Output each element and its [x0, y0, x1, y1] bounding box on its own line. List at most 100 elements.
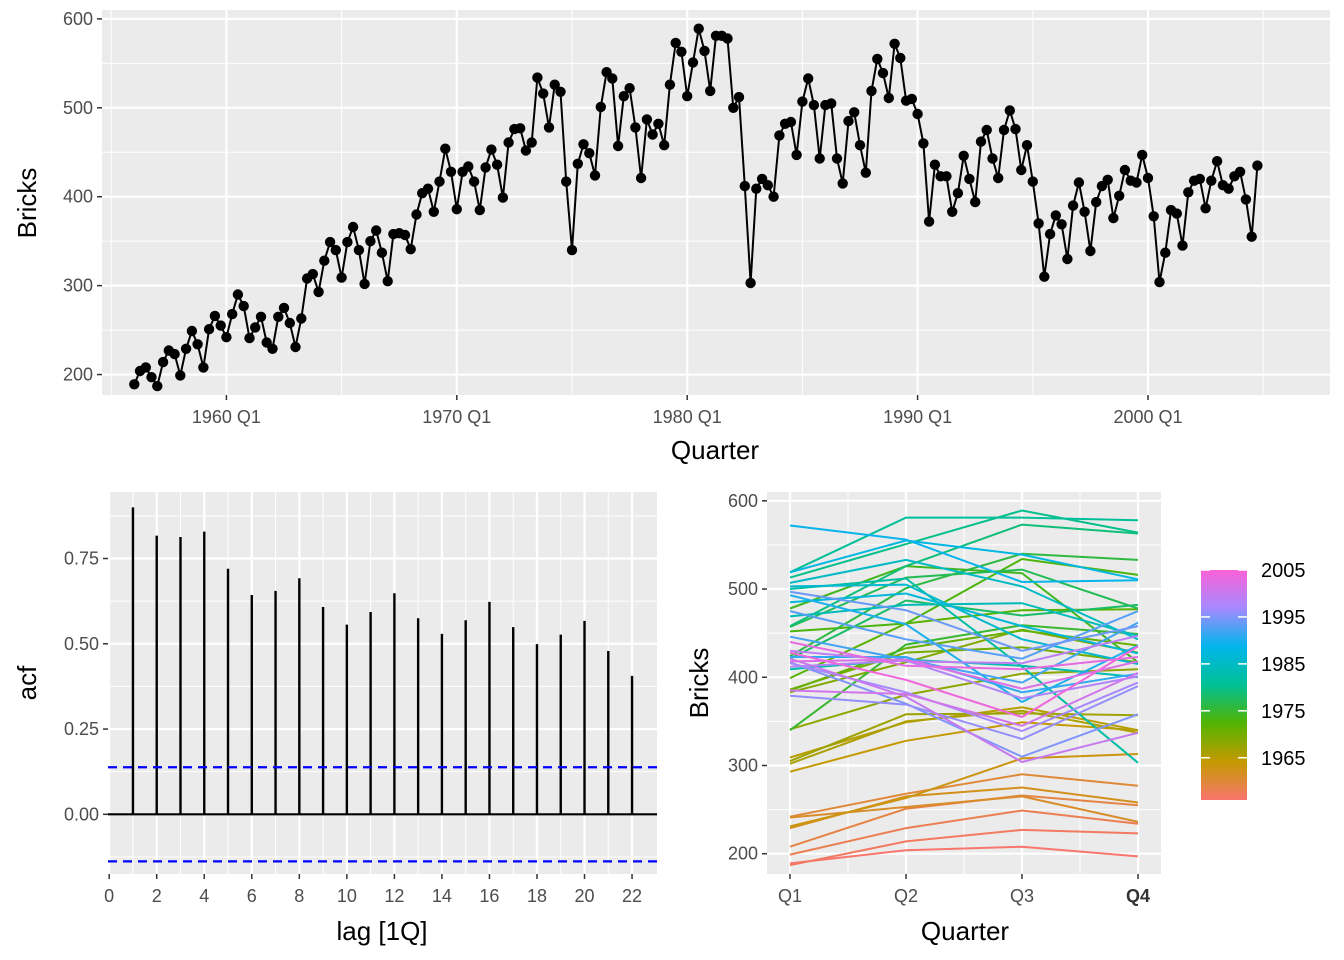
top-x-axis-label: Quarter [671, 435, 759, 465]
data-point [733, 91, 745, 103]
acf-y-axis: 0.00 0.25 0.50 0.75 [64, 549, 108, 824]
acf-x-tick-label: 6 [247, 886, 257, 906]
data-point [1246, 231, 1257, 242]
seasonal-year-line [789, 509, 1139, 579]
acf-x-tick-label: 14 [432, 886, 452, 906]
data-point [1073, 177, 1085, 188]
data-point [1027, 176, 1039, 187]
seasonal-x-tick-label: Q1 [778, 886, 802, 906]
data-point [964, 173, 975, 185]
data-point [906, 93, 917, 105]
top-x-tick-label: 1960 Q1 [192, 407, 261, 427]
data-point [872, 53, 883, 65]
data-point [952, 188, 964, 199]
data-point [883, 92, 894, 104]
data-point [929, 159, 941, 170]
acf-y-tick-label: 0.25 [64, 719, 99, 739]
data-point [849, 107, 860, 118]
data-point [1142, 172, 1154, 184]
top-y-axis-label: Bricks [12, 168, 42, 239]
data-point [284, 317, 295, 329]
data-point [526, 137, 537, 148]
data-point [543, 122, 555, 133]
data-point [641, 114, 653, 125]
data-point [566, 244, 578, 256]
data-point [186, 325, 198, 337]
data-point [1010, 123, 1021, 135]
seasonal-year-line [789, 592, 1139, 655]
top-plot-panel [102, 10, 1330, 395]
legend-label: 1985 [1261, 654, 1306, 676]
data-point [860, 167, 871, 178]
data-point [411, 209, 422, 220]
data-point [1079, 206, 1090, 217]
top-x-tick-label: 1980 Q1 [653, 407, 722, 427]
data-point [762, 180, 773, 191]
seasonal-year-line [789, 610, 1139, 660]
acf-x-axis-label: lag [1Q] [336, 916, 427, 946]
data-point [676, 46, 687, 57]
seasonal-year-line [789, 645, 1139, 719]
data-point [503, 137, 514, 148]
data-point [215, 320, 226, 331]
data-point [474, 204, 485, 216]
data-point [169, 348, 180, 360]
data-point [1004, 105, 1015, 116]
data-point [486, 144, 497, 155]
acf-x-tick-label: 10 [337, 886, 357, 906]
top-x-tick-label: 1990 Q1 [883, 407, 952, 427]
data-point [445, 166, 457, 177]
data-point [814, 153, 825, 164]
legend-label: 1965 [1261, 748, 1306, 770]
seasonal-year-line [789, 524, 1139, 584]
data-point [440, 143, 451, 154]
data-point [1131, 177, 1142, 188]
data-point [584, 148, 595, 159]
data-point [555, 86, 566, 98]
seasonal-y-tick-label: 300 [728, 755, 758, 775]
data-point [693, 23, 704, 34]
data-point [549, 79, 560, 90]
data-point [1062, 253, 1073, 265]
seasonal-year-line [789, 659, 1139, 700]
legend-label: 1995 [1261, 607, 1306, 629]
legend-label: 1975 [1261, 701, 1306, 723]
data-point [180, 343, 192, 354]
seasonal-x-tick-label: Q2 [894, 886, 918, 906]
data-point [687, 57, 699, 68]
legend-colorbar [1201, 570, 1247, 800]
data-point [267, 343, 278, 354]
data-point [843, 115, 854, 127]
acf-y-tick-label: 0.50 [64, 634, 99, 654]
seasonal-year-line [789, 634, 1139, 665]
data-point [175, 370, 186, 381]
seasonal-year-line [789, 753, 1139, 828]
seasonal-y-axis-label: Bricks [684, 648, 714, 719]
data-point [209, 310, 221, 322]
data-point [947, 206, 958, 217]
data-point [250, 322, 261, 333]
data-point [918, 138, 929, 149]
acf-x-tick-label: 16 [479, 886, 499, 906]
acf-x-tick-label: 18 [527, 886, 547, 906]
top-y-tick-label: 200 [63, 365, 93, 385]
data-point [1056, 219, 1067, 230]
data-point [428, 206, 439, 217]
data-point [1108, 212, 1119, 224]
data-point [399, 229, 411, 241]
data-point [1154, 276, 1165, 288]
data-point [981, 124, 992, 136]
data-point [192, 339, 203, 350]
data-point [129, 379, 140, 390]
data-point [618, 91, 629, 102]
data-point [993, 172, 1004, 184]
data-point [1223, 183, 1234, 194]
acf-plot: 0.00 0.25 0.50 0.75 0 2 4 6 8 10 12 14 16 18 20 22 lag… [12, 492, 657, 946]
acf-x-tick-label: 2 [152, 886, 162, 906]
data-point [1050, 210, 1062, 221]
acf-x-tick-label: 20 [574, 886, 594, 906]
data-point [837, 178, 848, 189]
seasonal-lines [789, 509, 1139, 867]
data-point [1044, 228, 1056, 240]
data-point [313, 286, 324, 298]
